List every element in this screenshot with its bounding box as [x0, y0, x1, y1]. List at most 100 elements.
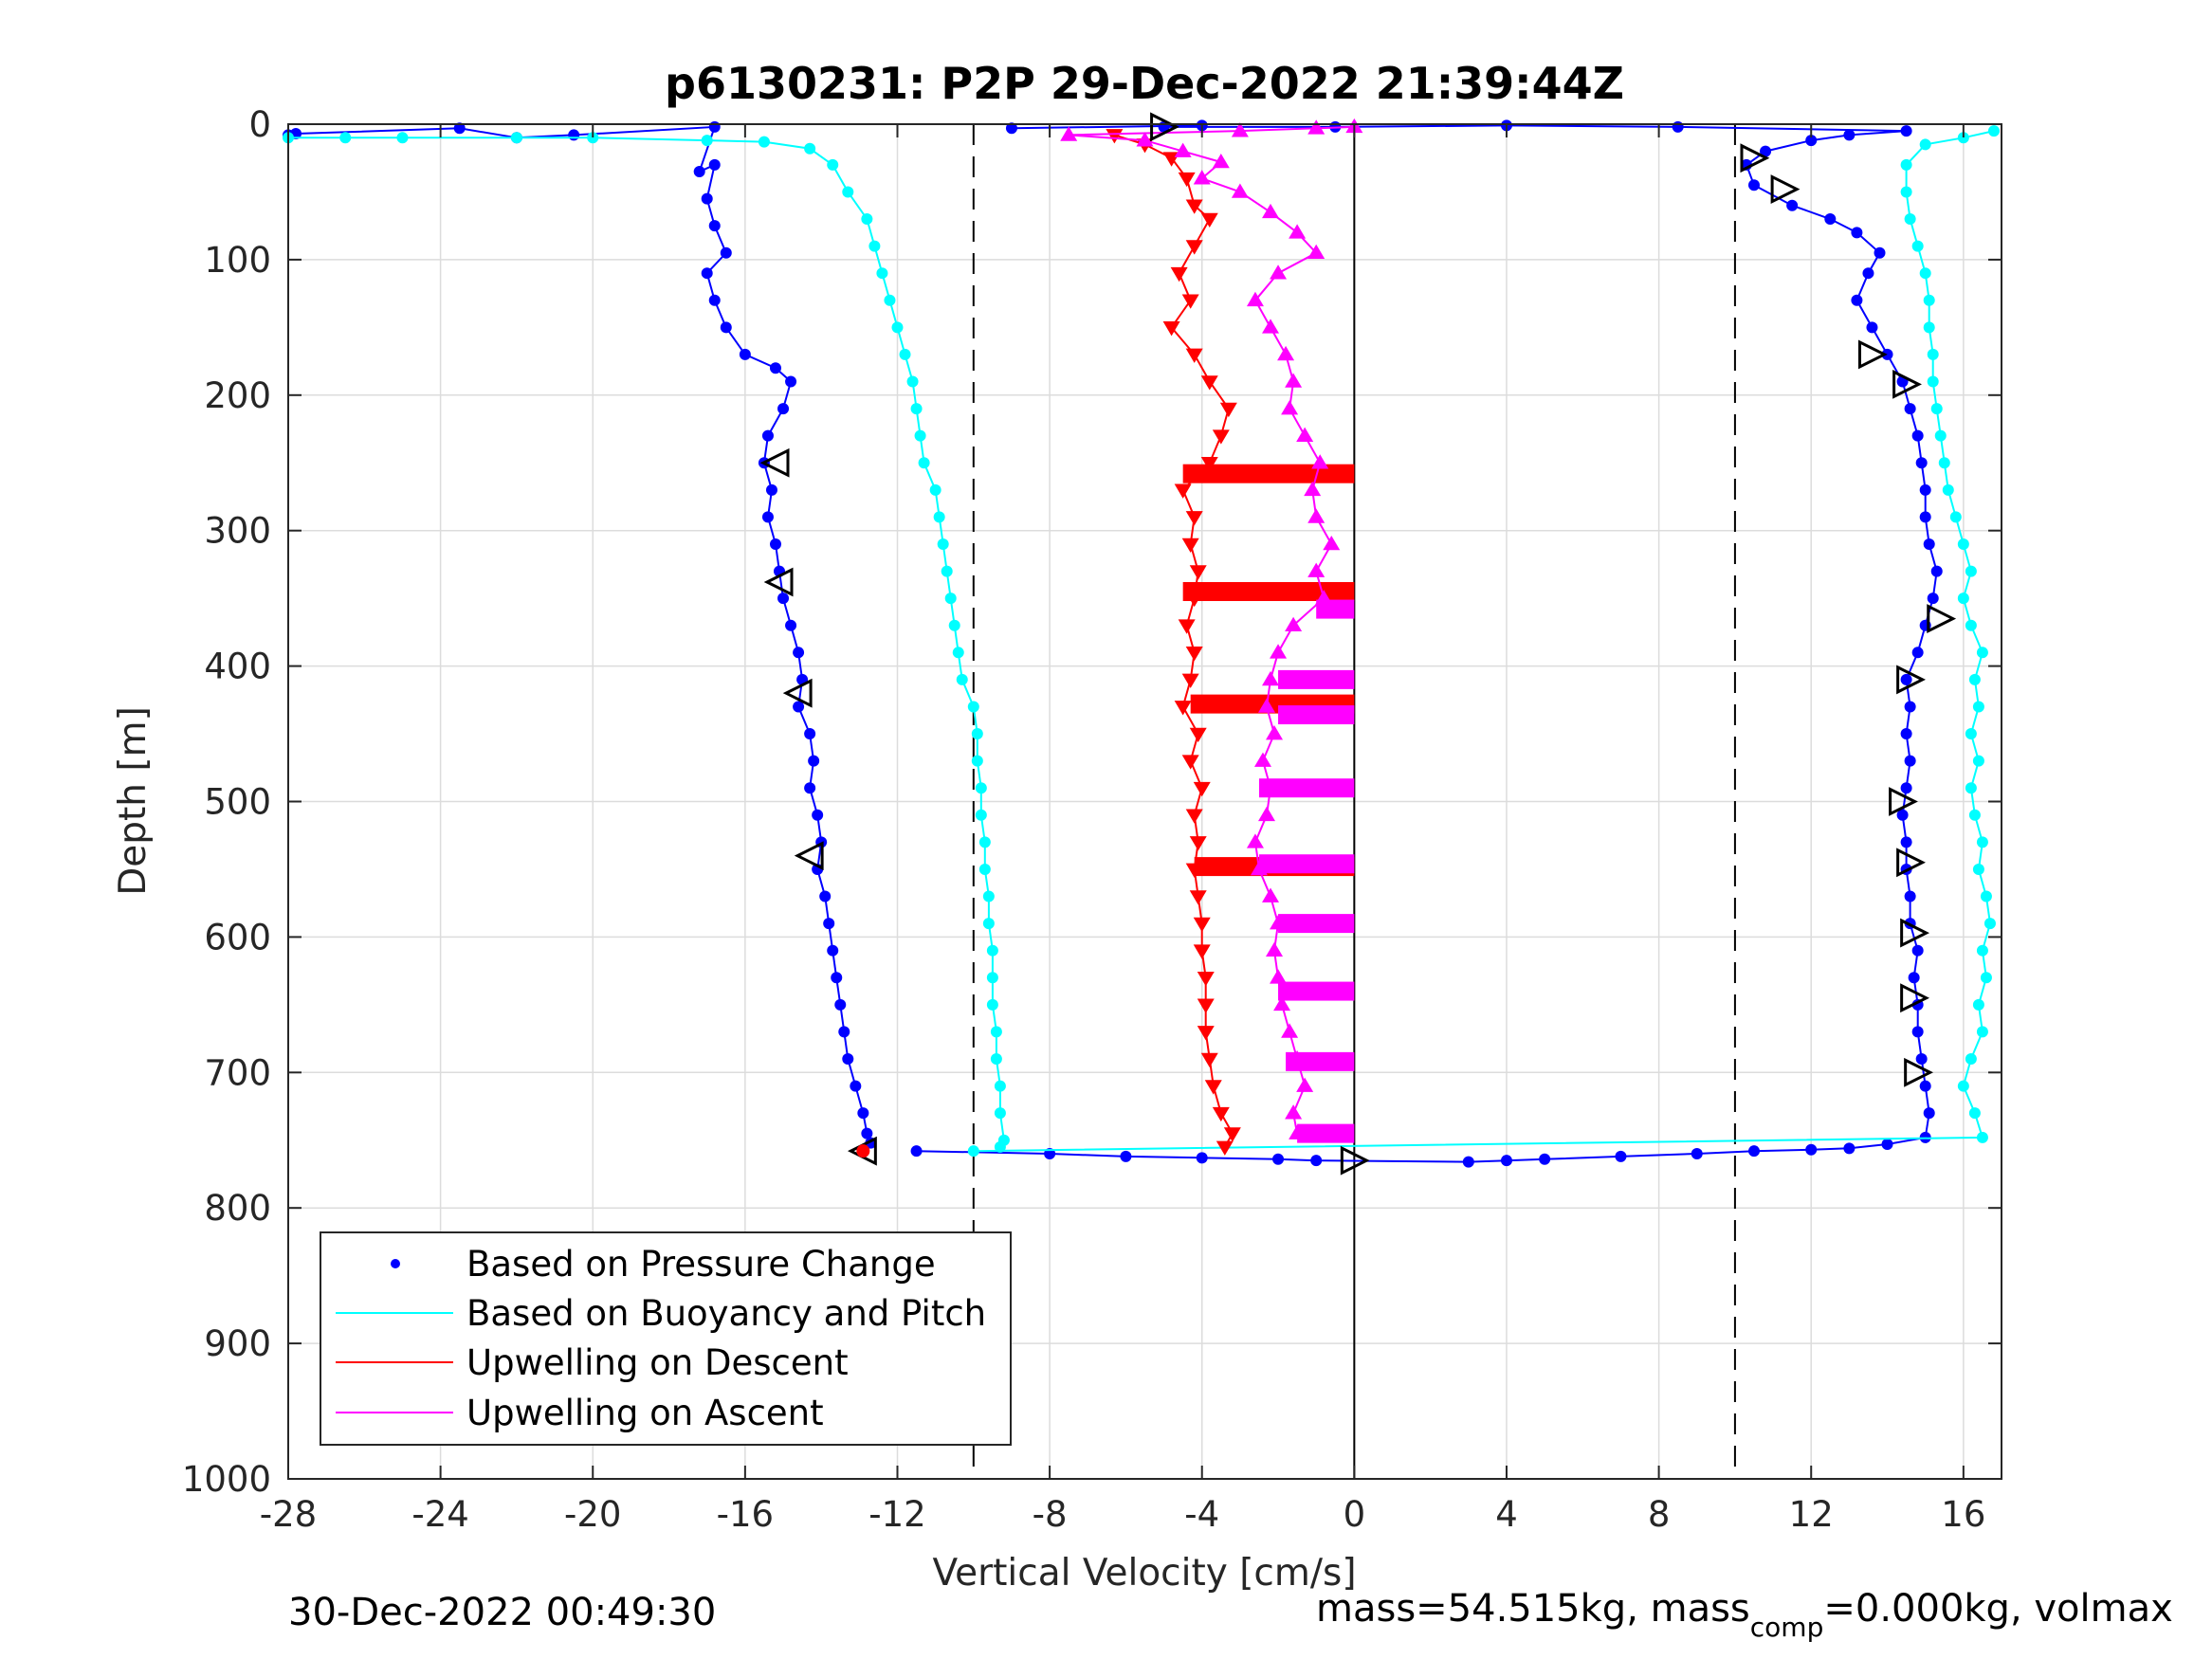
right-triangle-marker	[1900, 983, 1929, 1013]
descent-upwelling-point	[1197, 1026, 1215, 1041]
data-point	[1968, 673, 1981, 685]
x-tick-label: 8	[1648, 1494, 1671, 1535]
data-point	[793, 647, 805, 659]
ascent-upwelling-point	[1060, 126, 1078, 141]
data-point	[827, 944, 839, 957]
data-point	[804, 782, 816, 794]
data-point	[986, 972, 998, 984]
x-tick-label: 16	[1941, 1494, 1985, 1535]
data-point	[861, 213, 873, 226]
data-point	[1957, 538, 1969, 550]
footer-mass-text: mass=54.515kg, mass	[1316, 1587, 1750, 1631]
ascent-upwelling-point	[1257, 806, 1275, 822]
data-point	[1747, 179, 1760, 191]
data-point	[1976, 647, 1988, 659]
data-point	[990, 1026, 1002, 1038]
descent-upwelling-point	[1185, 348, 1203, 363]
descent-upwelling-point	[1223, 1127, 1241, 1142]
data-point	[1786, 199, 1799, 211]
data-point	[708, 294, 721, 306]
ascent-upwelling-point	[1174, 142, 1192, 157]
data-point	[1310, 1155, 1323, 1167]
data-point	[918, 457, 930, 469]
triangle-markers	[759, 112, 1957, 1176]
right-triangle-marker	[1150, 112, 1179, 142]
data-point	[1972, 701, 1984, 713]
footer-mass-subscript: comp	[1750, 1612, 1824, 1643]
descent-upwelling-point	[1170, 266, 1188, 283]
data-point	[986, 998, 998, 1011]
x-tick-label: 4	[1495, 1494, 1518, 1535]
ascent-upwelling-point	[1289, 1124, 1307, 1139]
series-based-on-pressure-change-ascent-	[910, 119, 1943, 1168]
data-point	[1911, 647, 1924, 659]
data-point	[831, 972, 843, 984]
descent-upwelling-point	[1181, 294, 1199, 309]
data-point	[708, 158, 721, 171]
right-triangle-marker	[1770, 174, 1801, 205]
legend-marker-pressure	[391, 1259, 400, 1268]
ascent-upwelling-point	[1281, 1023, 1299, 1038]
descent-upwelling-point	[1189, 836, 1207, 851]
data-point	[777, 403, 790, 415]
ascent-upwelling-point	[1277, 345, 1295, 361]
data-point	[956, 673, 968, 685]
descent-upwelling-point	[1178, 172, 1196, 188]
x-tick-label: -4	[1184, 1494, 1219, 1535]
legend-label-pressure: Based on Pressure Change	[466, 1244, 936, 1285]
series-line	[916, 124, 1938, 1163]
ascent-upwelling-point	[1266, 725, 1284, 740]
descent-upwelling-point	[1185, 647, 1203, 662]
data-point	[1957, 592, 1969, 605]
x-tick-label: -20	[564, 1494, 621, 1535]
y-tick-label: 700	[204, 1052, 271, 1093]
descent-upwelling-point	[1216, 1140, 1234, 1156]
ascent-upwelling-point	[1270, 915, 1288, 930]
data-point	[1900, 125, 1912, 137]
data-point	[1942, 483, 1954, 496]
footer-mass: mass=54.515kg, masscomp=0.000kg, volmax	[1316, 1587, 2173, 1643]
ascent-upwelling-point	[1281, 400, 1299, 415]
data-point	[708, 220, 721, 232]
data-point	[1900, 158, 1912, 171]
data-point	[1824, 213, 1837, 226]
data-point	[1900, 186, 1912, 198]
data-point	[1923, 538, 1935, 550]
descent-upwelling-point	[1185, 592, 1203, 608]
data-point	[1934, 429, 1947, 442]
right-triangle-marker	[1892, 369, 1922, 399]
descent-upwelling-point	[1212, 1106, 1230, 1122]
data-point	[1120, 1150, 1132, 1162]
descent-upwelling-point	[1204, 1080, 1222, 1095]
data-point	[884, 294, 896, 306]
descent-upwelling-point	[1178, 619, 1196, 634]
y-tick-label: 600	[204, 917, 271, 957]
data-point	[1919, 483, 1931, 496]
ascent-upwelling-point	[1296, 1077, 1314, 1092]
x-tick-label: 12	[1789, 1494, 1834, 1535]
ascent-upwelling-point	[1262, 203, 1280, 219]
y-tick-label: 800	[204, 1188, 271, 1229]
data-point	[1968, 1107, 1981, 1120]
data-point	[990, 1053, 1002, 1066]
right-triangle-marker	[1896, 665, 1926, 695]
data-point	[823, 918, 835, 930]
data-point	[1615, 1150, 1627, 1162]
descent-upwelling-point	[1185, 809, 1203, 824]
legend-item-buoyancy: Based on Buoyancy and Pitch	[336, 1293, 986, 1334]
right-triangle-marker	[1927, 604, 1957, 634]
data-point	[868, 240, 881, 252]
left-triangle-marker	[759, 447, 790, 478]
data-point	[1987, 125, 2000, 137]
data-point	[941, 565, 953, 577]
descent-upwelling-point	[1197, 998, 1215, 1013]
data-point	[1851, 227, 1863, 239]
x-axis-label: Vertical Velocity [cm/s]	[932, 1552, 1356, 1595]
descent-upwelling-point	[1181, 538, 1199, 553]
ascent-upwelling-point	[1273, 995, 1291, 1012]
data-point	[804, 142, 816, 155]
data-point	[701, 192, 713, 205]
data-point	[948, 619, 960, 631]
descent-upwelling-point	[1197, 971, 1215, 987]
data-point	[842, 1053, 854, 1066]
